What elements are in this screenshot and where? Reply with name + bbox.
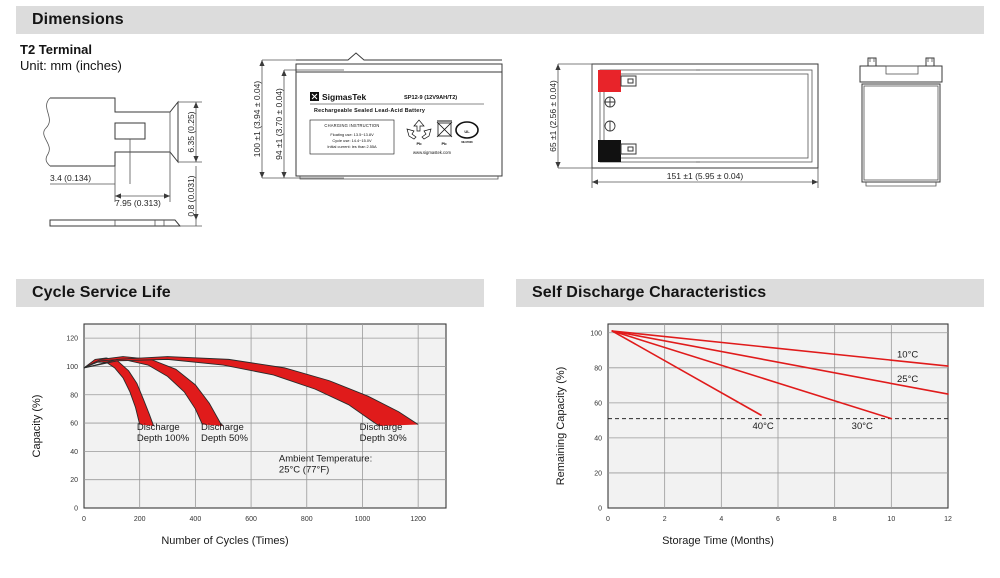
label-charging-line-2: Cycle use: 14.4~15.0V (332, 138, 372, 143)
cycle-xtick-0: 0 (82, 516, 86, 523)
selfdis-label-30°C: 30°C (852, 421, 873, 432)
selfdis-xtick-0: 0 (606, 516, 610, 523)
cycle-ytick-20: 20 (70, 477, 78, 484)
self-discharge-chart: 0 2 4 6 8 10 12 0 20 40 60 80 100 10°C 25°C 30°C 40°C Sto… (516, 310, 986, 560)
cycle-annotation-1-line1: Discharge (201, 422, 244, 433)
selfdis-label-10°C: 10°C (897, 349, 918, 360)
cycle-xtick-600: 600 (245, 516, 257, 523)
polarity-plus-icon (604, 96, 616, 108)
cycle-curve-lower-1 (83, 358, 203, 425)
selfdis-label-25°C: 25°C (897, 374, 918, 385)
dim-battery-case-height: 94 ±1 (3.70 ± 0.04) (274, 88, 284, 160)
dim-battery-overall-height: 100 ±1 (3.94 ± 0.04) (252, 81, 262, 158)
label-mark-pb-2: Pb (441, 141, 447, 146)
selfdis-xtick-8: 8 (833, 516, 837, 523)
cycle-ytick-100: 100 (66, 364, 78, 371)
cycle-xtick-800: 800 (301, 516, 313, 523)
label-mark-pb-1: Pb (416, 141, 422, 146)
selfdis-yaxis-label: Remaining Capacity (%) (555, 367, 567, 486)
dim-terminal-offset: 3.4 (0.134) (50, 173, 91, 183)
terminal-unit-label: Unit: mm (inches) (20, 58, 122, 73)
cycle-section-title: Cycle Service Life (32, 284, 171, 301)
cycle-xtick-1200: 1200 (410, 516, 426, 523)
cycle-yaxis-label: Capacity (%) (31, 395, 43, 458)
cycle-ytick-120: 120 (66, 336, 78, 343)
cycle-annotation-1-line2: Depth 50% (201, 433, 249, 444)
cycle-ytick-80: 80 (70, 392, 78, 399)
cycle-xaxis-label: Number of Cycles (Times) (161, 535, 288, 547)
selfdis-xtick-10: 10 (887, 516, 895, 523)
label-ul-file: MH47828 (461, 140, 473, 144)
label-charging-line-1: Floating use: 13.5~13.8V (330, 132, 374, 137)
negative-terminal (598, 140, 621, 162)
battery-top-view: 65 ±1 (2.56 ± 0.04) 151 ±1 (5.95 ± 0.04) (540, 48, 840, 198)
selfdis-curve-40°C (611, 330, 762, 416)
battery-front-view: 100 ±1 (3.94 ± 0.04) 94 ±1 (3.70 ± 0.04)… (252, 48, 512, 198)
selfdis-xtick-2: 2 (663, 516, 667, 523)
selfdis-curve-30°C (611, 330, 893, 420)
cycle-annotation-3-line1: Ambient Temperature: (279, 453, 372, 464)
section-header-cycle-service-life: Cycle Service Life (16, 279, 484, 307)
recycle-pb-icon: Pb (406, 119, 432, 146)
positive-terminal (598, 70, 621, 92)
selfdis-ytick-20: 20 (594, 470, 602, 477)
cycle-curve-upper-2 (83, 356, 419, 425)
label-brand: SigmasTek (322, 92, 367, 102)
cycle-annotation-0-line1: Discharge (137, 422, 180, 433)
selfdis-xtick-12: 12 (944, 516, 952, 523)
battery-label: SigmasTek SP12-9 (12V9AH/T2) Rechargeabl… (309, 92, 484, 155)
polarity-minus-icon (604, 120, 616, 132)
cycle-ytick-60: 60 (70, 421, 78, 428)
label-mark-ul: UL (464, 129, 470, 134)
selfdis-ytick-40: 40 (594, 435, 602, 442)
t2-terminal-drawing: 6.35 (0.25) 3.4 (0.134) 7.95 (0.313) 0.8… (20, 80, 240, 240)
dim-terminal-width: 7.95 (0.313) (115, 198, 161, 208)
selfdis-ytick-0: 0 (598, 506, 602, 513)
selfdis-xtick-4: 4 (719, 516, 723, 523)
cycle-ytick-40: 40 (70, 449, 78, 456)
ul-certification-icon: UL MH47828 (455, 121, 479, 144)
selfdis-ytick-60: 60 (594, 400, 602, 407)
battery-side-view (846, 48, 966, 198)
cycle-annotation-2-line2: Depth 30% (360, 433, 408, 444)
section-header-self-discharge: Self Discharge Characteristics (516, 279, 984, 307)
label-charging-line-3: Initial current: les than 2.55A (327, 144, 377, 149)
label-url: www.sigmastek.com (413, 150, 451, 155)
cycle-curve-upper-1 (83, 356, 224, 427)
selfdis-xaxis-label: Storage Time (Months) (662, 535, 774, 547)
selfdis-curve-10°C (611, 330, 949, 367)
cycle-curve-lower-2 (83, 358, 380, 427)
dim-terminal-thickness: 0.8 (0.031) (186, 175, 196, 216)
cycle-annotation-3-line2: 25°C (77°F) (279, 464, 329, 475)
cycle-service-life-chart: 0 200 400 600 800 1000 1200 0 20 40 60 80 100 120 Disc… (16, 310, 486, 560)
label-charging-title: CHARGING INSTRUCTION (324, 123, 379, 128)
selfdis-ytick-100: 100 (590, 330, 602, 337)
terminal-type-title: T2 Terminal (20, 42, 93, 57)
selfdis-ytick-80: 80 (594, 365, 602, 372)
selfdis-label-40°C: 40°C (753, 421, 774, 432)
cycle-annotation-2-line1: Discharge (360, 422, 403, 433)
dim-battery-depth: 65 ±1 (2.56 ± 0.04) (548, 80, 558, 152)
cycle-curve-upper-0 (83, 357, 155, 427)
selfdischarge-section-title: Self Discharge Characteristics (532, 284, 767, 301)
label-subtitle: Rechargeable Sealed Lead-Acid Battery (314, 108, 425, 114)
cycle-band-1 (84, 356, 224, 426)
cycle-xtick-400: 400 (190, 516, 202, 523)
label-model: SP12-9 (12V9AH/T2) (404, 95, 457, 101)
selfdis-xtick-6: 6 (776, 516, 780, 523)
section-header-dimensions: Dimensions (16, 6, 984, 34)
cycle-annotation-0-line2: Depth 100% (137, 433, 190, 444)
cycle-xtick-1000: 1000 (355, 516, 371, 523)
page-title: Dimensions (32, 11, 124, 28)
selfdis-curve-25°C (611, 330, 949, 395)
cycle-ytick-0: 0 (74, 506, 78, 513)
cycle-xtick-200: 200 (134, 516, 146, 523)
waste-bin-pb-icon: Pb (436, 120, 453, 146)
dim-terminal-height: 6.35 (0.25) (186, 111, 196, 152)
dim-battery-length: 151 ±1 (5.95 ± 0.04) (667, 171, 744, 181)
